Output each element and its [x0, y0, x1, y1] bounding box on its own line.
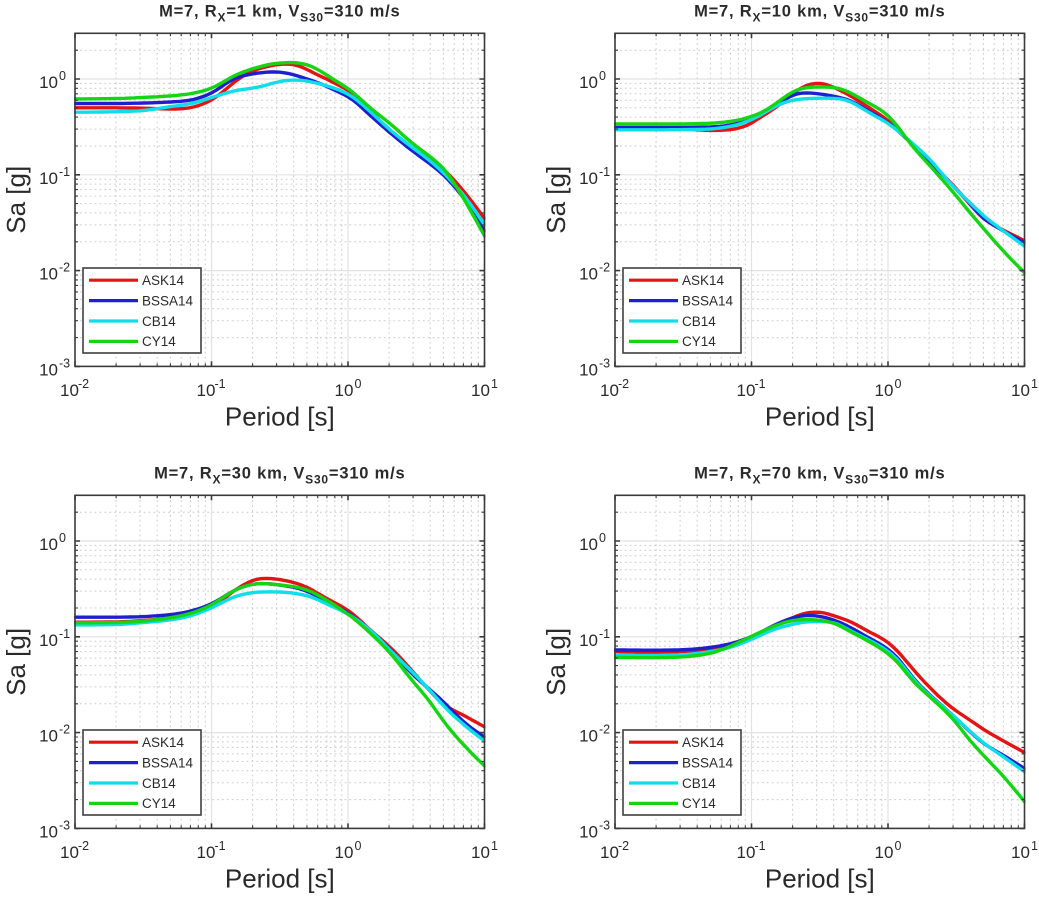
svg-text:ASK14: ASK14: [682, 273, 725, 288]
svg-text:-1: -1: [754, 377, 765, 391]
svg-text:-3: -3: [599, 356, 610, 370]
svg-text:10: 10: [39, 822, 58, 841]
svg-text:10: 10: [1011, 381, 1030, 400]
svg-text:-3: -3: [59, 356, 70, 370]
svg-text:10: 10: [39, 535, 58, 554]
svg-text:ASK14: ASK14: [142, 273, 185, 288]
svg-text:10: 10: [1011, 843, 1030, 862]
svg-text:1: 1: [1031, 377, 1038, 391]
svg-text:CY14: CY14: [142, 334, 176, 349]
svg-text:CY14: CY14: [682, 334, 716, 349]
svg-text:10: 10: [39, 631, 58, 650]
svg-text:10: 10: [579, 822, 598, 841]
svg-text:0: 0: [355, 839, 362, 853]
svg-text:0: 0: [895, 839, 902, 853]
svg-text:BSSA14: BSSA14: [682, 755, 734, 770]
svg-text:10: 10: [39, 169, 58, 188]
svg-text:Period [s]: Period [s]: [765, 401, 875, 431]
svg-text:-1: -1: [599, 627, 610, 641]
svg-text:10: 10: [579, 535, 598, 554]
svg-text:10: 10: [197, 843, 216, 862]
svg-text:-2: -2: [59, 261, 70, 275]
svg-text:BSSA14: BSSA14: [142, 755, 194, 770]
svg-text:Sa [g]: Sa [g]: [1, 628, 31, 696]
svg-text:10: 10: [579, 265, 598, 284]
svg-text:10: 10: [335, 381, 354, 400]
svg-text:10: 10: [579, 631, 598, 650]
svg-text:-1: -1: [754, 839, 765, 853]
svg-text:-1: -1: [59, 165, 70, 179]
svg-text:CB14: CB14: [682, 776, 716, 791]
svg-text:-3: -3: [599, 818, 610, 832]
svg-text:0: 0: [895, 377, 902, 391]
svg-text:10: 10: [579, 727, 598, 746]
svg-text:Period [s]: Period [s]: [225, 863, 335, 893]
svg-text:0: 0: [599, 531, 606, 545]
svg-text:Sa [g]: Sa [g]: [1, 166, 31, 234]
svg-text:-2: -2: [618, 377, 629, 391]
svg-text:0: 0: [599, 69, 606, 83]
svg-text:10: 10: [875, 381, 894, 400]
svg-text:-2: -2: [59, 723, 70, 737]
svg-text:CB14: CB14: [142, 776, 176, 791]
svg-text:ASK14: ASK14: [142, 735, 185, 750]
svg-text:10: 10: [471, 843, 490, 862]
svg-text:10: 10: [39, 360, 58, 379]
svg-text:1: 1: [491, 377, 498, 391]
svg-text:10: 10: [335, 843, 354, 862]
svg-text:10: 10: [579, 360, 598, 379]
svg-text:-2: -2: [599, 261, 610, 275]
svg-text:-1: -1: [214, 377, 225, 391]
svg-text:10: 10: [600, 843, 619, 862]
svg-text:-2: -2: [78, 377, 89, 391]
svg-text:10: 10: [39, 73, 58, 92]
svg-text:Sa [g]: Sa [g]: [541, 166, 571, 234]
svg-text:ASK14: ASK14: [682, 735, 725, 750]
svg-text:0: 0: [355, 377, 362, 391]
svg-text:10: 10: [60, 843, 79, 862]
svg-text:10: 10: [737, 843, 756, 862]
svg-text:1: 1: [1031, 839, 1038, 853]
svg-text:BSSA14: BSSA14: [142, 293, 194, 308]
svg-text:10: 10: [600, 381, 619, 400]
svg-text:10: 10: [875, 843, 894, 862]
svg-text:0: 0: [59, 69, 66, 83]
svg-text:Period [s]: Period [s]: [765, 863, 875, 893]
svg-text:1: 1: [491, 839, 498, 853]
svg-text:10: 10: [39, 265, 58, 284]
svg-text:Period [s]: Period [s]: [225, 401, 335, 431]
svg-text:BSSA14: BSSA14: [682, 293, 734, 308]
svg-text:10: 10: [471, 381, 490, 400]
svg-text:10: 10: [197, 381, 216, 400]
svg-text:-1: -1: [59, 627, 70, 641]
svg-text:-3: -3: [59, 818, 70, 832]
svg-text:-2: -2: [599, 723, 610, 737]
svg-text:CY14: CY14: [682, 796, 716, 811]
svg-text:CY14: CY14: [142, 796, 176, 811]
svg-text:0: 0: [59, 531, 66, 545]
svg-text:10: 10: [737, 381, 756, 400]
svg-text:-2: -2: [78, 839, 89, 853]
svg-text:10: 10: [60, 381, 79, 400]
svg-text:-1: -1: [214, 839, 225, 853]
svg-text:-1: -1: [599, 165, 610, 179]
svg-text:10: 10: [579, 169, 598, 188]
svg-text:-2: -2: [618, 839, 629, 853]
svg-text:10: 10: [579, 73, 598, 92]
svg-text:10: 10: [39, 727, 58, 746]
svg-text:CB14: CB14: [142, 314, 176, 329]
svg-text:Sa [g]: Sa [g]: [541, 628, 571, 696]
svg-text:CB14: CB14: [682, 314, 716, 329]
